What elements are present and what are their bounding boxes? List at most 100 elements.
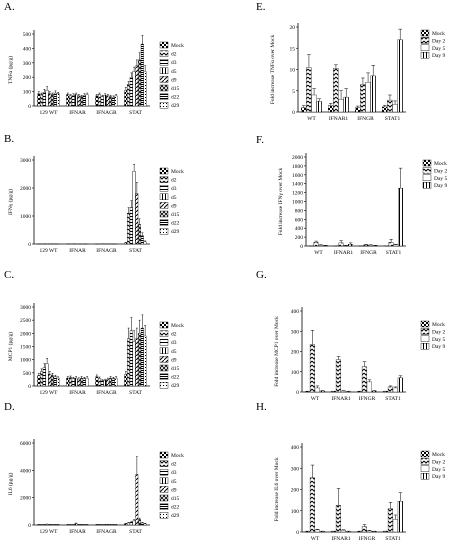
y-tick-label: 400 <box>291 445 300 451</box>
legend-label: d15 <box>171 496 180 502</box>
bar <box>143 241 147 245</box>
y-tick-label: 800 <box>295 208 304 214</box>
legend-swatch <box>159 50 169 57</box>
y-tick-label: 500 <box>23 371 32 377</box>
bar <box>124 89 128 107</box>
bar <box>311 94 317 113</box>
bar <box>42 92 46 107</box>
legend-label: Mock <box>432 31 445 37</box>
bar <box>95 95 99 107</box>
y-tick-label: 3000 <box>20 305 31 311</box>
bar <box>100 96 104 107</box>
bar <box>98 94 101 107</box>
panel-0: A. 0 100 200 300 400 500 TNFα (pg/g) 129 WT IFNAR… <box>4 1 184 116</box>
bar <box>48 373 52 387</box>
bar <box>71 95 75 107</box>
y-tick-label: 1400 <box>292 182 303 188</box>
y-tick-label: 0 <box>296 390 299 396</box>
y-tick-label: 400 <box>23 46 32 52</box>
bar <box>306 67 312 113</box>
bar <box>129 330 133 387</box>
y-tick-label: 15 <box>290 46 296 52</box>
x-tick-label: IFNAGR <box>96 390 117 396</box>
legend-swatch <box>159 460 169 467</box>
panel-letter: D. <box>4 401 15 413</box>
bar <box>127 84 130 107</box>
y-tick-label: 1200 <box>292 191 303 197</box>
legend-label: d15 <box>171 86 180 92</box>
legend-label: Day 2 <box>432 329 446 335</box>
bar <box>361 526 367 533</box>
x-tick-label: IFNAGR <box>96 248 117 254</box>
legend-swatch <box>159 76 169 83</box>
y-tick-label: 200 <box>291 488 300 494</box>
bar <box>348 244 353 247</box>
bar <box>366 381 372 393</box>
panel-6: G. 0 100 200 300 400 Fold increase MCP1 over M… <box>256 269 446 402</box>
bar <box>335 359 341 393</box>
panel-1: B. 0 1000 2000 3000 IFNγ (pg/g) 129 WT IFNAR IFN… <box>4 133 184 254</box>
bar <box>328 105 334 113</box>
y-tick-label: 1000 <box>20 214 31 220</box>
y-tick-label: 200 <box>23 75 32 81</box>
bar <box>85 377 89 387</box>
bar <box>74 94 78 107</box>
panel-2: C. 0 500 1000 1500 2000 2500 3000 MCP1 (pg/g) 129… <box>4 269 184 396</box>
bar <box>140 327 144 387</box>
bar <box>56 93 60 107</box>
bar <box>313 242 319 247</box>
y-tick-label: 1500 <box>20 345 31 351</box>
bar <box>132 520 136 526</box>
bar <box>129 207 133 245</box>
bar <box>124 523 128 526</box>
legend-swatch <box>159 93 169 100</box>
bar <box>382 391 389 393</box>
bar <box>45 524 49 526</box>
bar <box>338 242 344 247</box>
legend-swatch <box>159 451 169 459</box>
panel-letter: H. <box>256 401 267 413</box>
y-axis-label: Fold increase IL6 over Mock <box>274 457 280 521</box>
bar <box>66 94 70 107</box>
legend-swatch <box>159 184 169 192</box>
bar <box>319 531 325 533</box>
bar <box>103 380 107 387</box>
bar <box>53 376 57 387</box>
bar <box>82 378 86 387</box>
legend-label: d5 <box>171 69 177 75</box>
legend-swatch <box>159 167 169 175</box>
bar <box>138 519 141 526</box>
legend-swatch <box>422 159 432 167</box>
panel-7: H. 0 100 200 300 400 Fold increase IL6 over Mo… <box>256 401 446 542</box>
bar <box>111 97 115 107</box>
bar <box>392 104 398 113</box>
x-tick-label: STAT <box>129 390 142 396</box>
legend-swatch <box>422 174 432 182</box>
bar <box>387 386 393 393</box>
bar <box>124 373 128 387</box>
bar <box>106 379 110 387</box>
bar <box>330 391 337 393</box>
bar <box>85 94 89 107</box>
y-tick-label: 0 <box>292 110 295 116</box>
bar <box>368 244 374 247</box>
y-tick-label: 5 <box>292 89 295 95</box>
legend-label: Day 5 <box>432 46 446 52</box>
y-tick-label: 200 <box>291 350 300 356</box>
legend-label: d22 <box>171 95 180 101</box>
y-tick-label: 100 <box>23 90 32 96</box>
bar <box>74 523 78 526</box>
bar <box>51 375 54 387</box>
bar <box>106 95 110 107</box>
legend-swatch <box>422 167 432 174</box>
bar <box>40 94 43 107</box>
bar <box>124 242 128 245</box>
legend-swatch <box>159 364 169 372</box>
bar <box>45 89 49 107</box>
legend-label: Day 2 <box>434 168 448 174</box>
legend-label: d29 <box>171 229 180 235</box>
bar <box>114 377 118 387</box>
legend-label: d22 <box>171 375 180 381</box>
bar <box>95 376 99 387</box>
bar <box>53 92 57 107</box>
